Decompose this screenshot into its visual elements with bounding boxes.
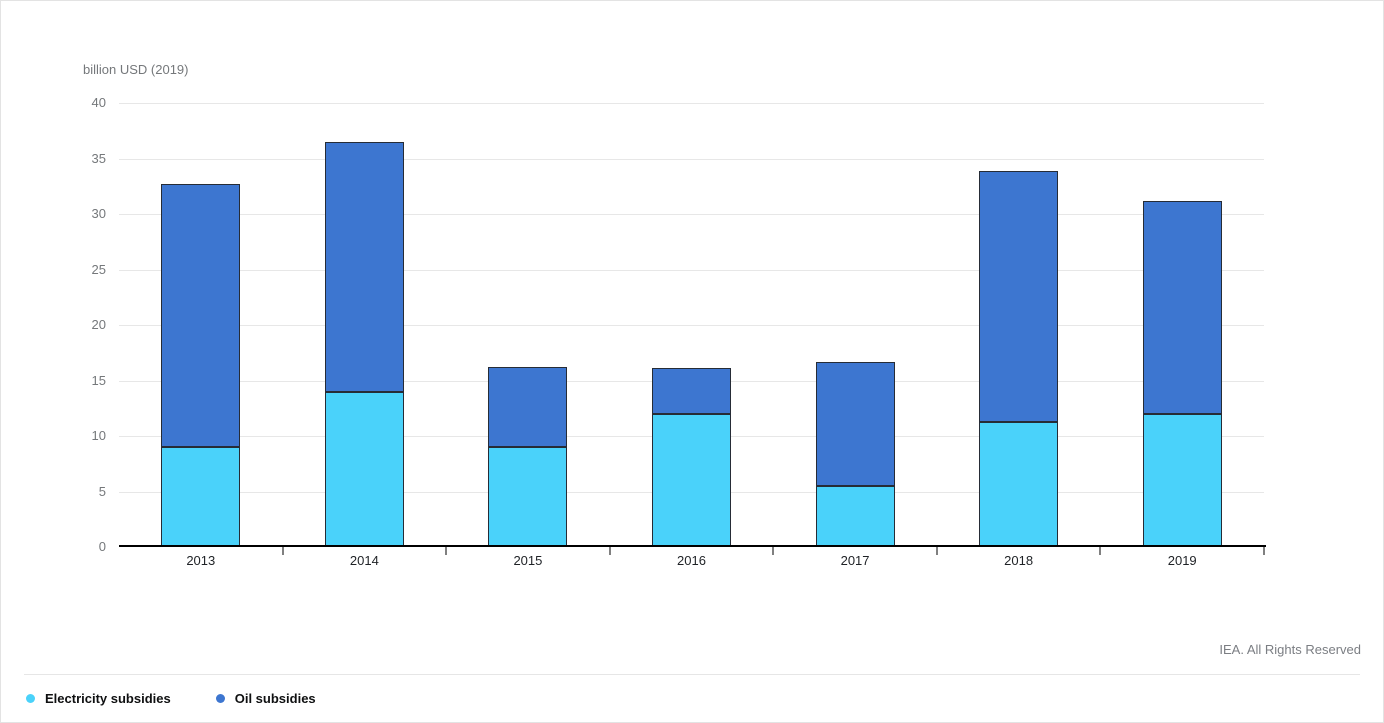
legend-label: Electricity subsidies <box>45 691 171 706</box>
x-axis-label-2014: 2014 <box>349 553 379 568</box>
bar-2016 <box>652 368 731 547</box>
gridline <box>119 214 1264 215</box>
bar-2017 <box>815 361 895 547</box>
bar-segment-electricity-subsidies-2019[interactable] <box>1142 413 1222 547</box>
y-axis-title: billion USD (2019) <box>83 62 189 77</box>
bar-segment-oil-subsidies-2016[interactable] <box>652 368 731 414</box>
y-axis-tick-label: 30 <box>91 206 106 221</box>
x-axis-label-2015: 2015 <box>513 553 543 568</box>
x-axis-tick <box>935 547 938 555</box>
x-axis-tick <box>1099 547 1102 555</box>
bar-segment-electricity-subsidies-2013[interactable] <box>161 447 241 547</box>
bar-2019 <box>1142 200 1222 547</box>
legend-divider <box>24 674 1360 675</box>
legend-marker-oil-subsidies <box>215 694 225 703</box>
bar-segment-oil-subsidies-2017[interactable] <box>815 361 895 486</box>
legend-item-electricity-subsidies[interactable]: Electricity subsidies <box>26 691 171 706</box>
gridline <box>119 158 1264 160</box>
bar-2014 <box>324 141 404 547</box>
x-axis-label-2013: 2013 <box>186 553 216 568</box>
y-axis-tick-label: 15 <box>91 372 106 388</box>
x-axis-tick <box>281 547 284 555</box>
x-axis-label-2016: 2016 <box>677 553 706 568</box>
bar-2015 <box>488 367 568 547</box>
bar-2013 <box>161 184 241 547</box>
attribution: IEA. All Rights Reserved <box>1219 642 1361 657</box>
bar-segment-electricity-subsidies-2017[interactable] <box>815 485 895 547</box>
y-axis-tick-label: 25 <box>91 261 106 277</box>
plot-area <box>119 103 1264 547</box>
x-axis-label-2019: 2019 <box>1167 553 1197 568</box>
y-axis-tick-label: 40 <box>91 95 106 110</box>
bar-segment-oil-subsidies-2015[interactable] <box>488 367 568 448</box>
legend-item-oil-subsidies[interactable]: Oil subsidies <box>215 691 316 706</box>
legend: Electricity subsidies Oil subsidies <box>26 691 316 706</box>
x-axis-label-2017: 2017 <box>840 553 870 568</box>
x-axis-line <box>119 545 1266 547</box>
gridline <box>119 269 1264 271</box>
x-axis-label-2018: 2018 <box>1004 553 1034 568</box>
bar-2018 <box>979 170 1059 547</box>
bar-segment-electricity-subsidies-2016[interactable] <box>652 413 731 547</box>
x-axis-tick <box>772 547 775 555</box>
x-axis-tick <box>608 547 611 555</box>
bar-segment-electricity-subsidies-2015[interactable] <box>488 447 568 547</box>
bar-segment-oil-subsidies-2013[interactable] <box>161 184 241 448</box>
y-axis-tick-label: 0 <box>98 539 106 554</box>
bar-segment-electricity-subsidies-2018[interactable] <box>979 421 1059 547</box>
y-axis-tick-label: 20 <box>91 317 106 332</box>
bar-segment-oil-subsidies-2018[interactable] <box>979 170 1059 422</box>
y-axis-tick-label: 35 <box>91 150 106 166</box>
bar-segment-oil-subsidies-2019[interactable] <box>1142 200 1222 414</box>
gridline <box>119 103 1264 104</box>
y-axis-tick-label: 10 <box>91 428 106 443</box>
x-axis-tick <box>1263 547 1265 555</box>
bar-segment-oil-subsidies-2014[interactable] <box>324 141 404 392</box>
legend-label: Oil subsidies <box>234 691 316 706</box>
bar-segment-electricity-subsidies-2014[interactable] <box>324 391 404 547</box>
gridline <box>119 325 1264 326</box>
y-axis-tick-label: 5 <box>98 483 106 499</box>
x-axis-tick <box>445 547 448 555</box>
legend-marker-electricity-subsidies <box>26 694 35 703</box>
